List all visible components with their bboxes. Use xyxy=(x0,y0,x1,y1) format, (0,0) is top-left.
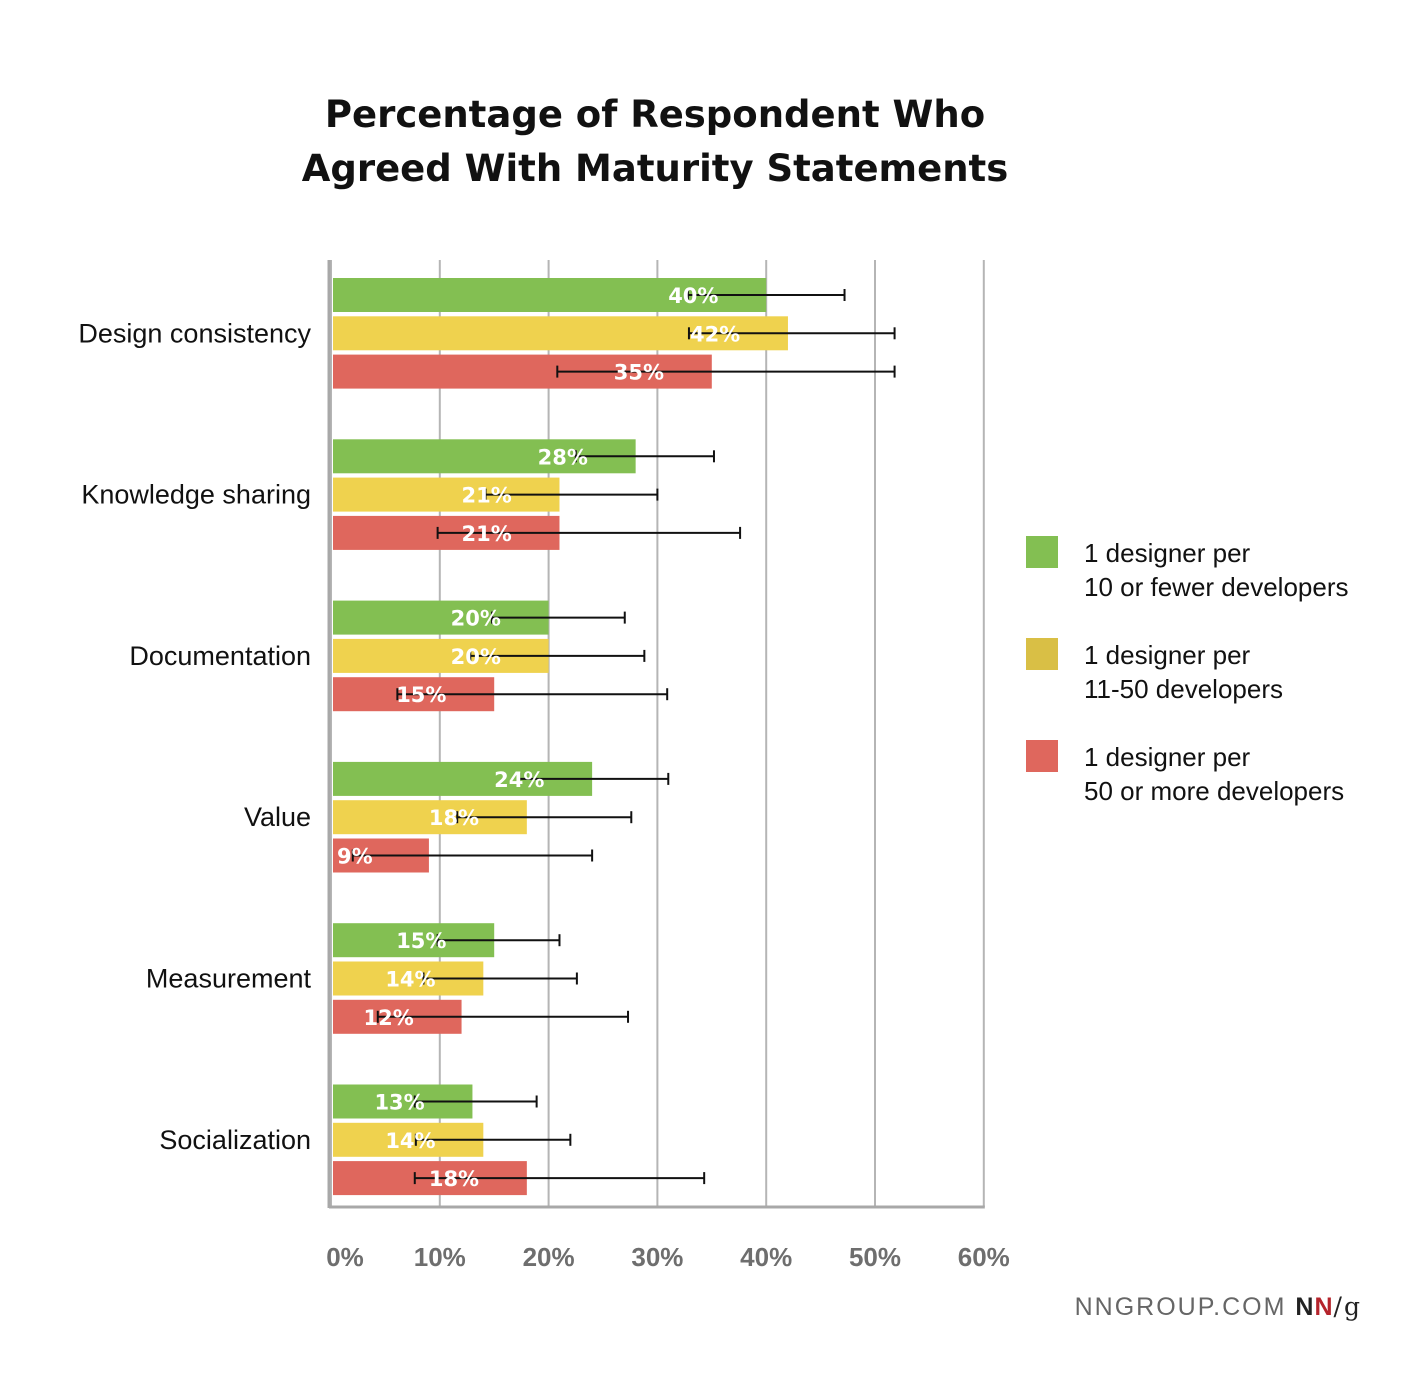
category-label: Documentation xyxy=(129,641,311,671)
data-label: 13% xyxy=(374,1091,424,1115)
x-tick-label: 0% xyxy=(326,1242,364,1272)
category-label: Socialization xyxy=(159,1125,311,1155)
data-label: 14% xyxy=(385,1129,435,1153)
legend-swatch-green xyxy=(1026,536,1058,568)
x-tick-label: 10% xyxy=(414,1242,466,1272)
category-label: Knowledge sharing xyxy=(81,480,311,510)
legend-swatch-red xyxy=(1026,740,1058,772)
data-label: 9% xyxy=(337,845,373,869)
data-label: 42% xyxy=(690,322,740,346)
footer-site-text: NNGROUP.COM xyxy=(1074,1293,1287,1321)
chart-title-line-2: Agreed With Maturity Statements xyxy=(301,147,1009,190)
nng-logo-slash: / xyxy=(1333,1292,1344,1321)
data-label: 35% xyxy=(614,361,664,385)
category-label: Design consistency xyxy=(78,318,311,348)
category-label: Measurement xyxy=(146,964,312,994)
data-label: 18% xyxy=(429,806,479,830)
data-label: 21% xyxy=(461,484,511,508)
data-label: 12% xyxy=(364,1006,414,1030)
data-label: 24% xyxy=(494,768,544,792)
data-label: 20% xyxy=(451,645,501,669)
legend-label-series-2-line-2: 11-50 developers xyxy=(1084,674,1283,704)
x-tick-label: 50% xyxy=(849,1242,901,1272)
data-label: 40% xyxy=(668,284,718,308)
x-tick-label: 60% xyxy=(958,1242,1010,1272)
data-label: 18% xyxy=(429,1167,479,1191)
nng-logo-n2: N xyxy=(1314,1293,1334,1321)
legend-label-series-1-line-2: 10 or fewer developers xyxy=(1084,572,1349,602)
data-label: 15% xyxy=(396,683,446,707)
data-label: 20% xyxy=(451,607,501,631)
x-tick-label: 30% xyxy=(631,1242,683,1272)
data-label: 21% xyxy=(461,522,511,546)
footer-credit: NNGROUP.COM NN/g xyxy=(1075,1292,1362,1322)
legend-swatch-yellow xyxy=(1026,638,1058,670)
data-label: 28% xyxy=(538,445,588,469)
legend-label-series-1-line-1: 1 designer per xyxy=(1084,538,1251,568)
nng-logo-n1: N xyxy=(1295,1293,1315,1321)
data-label: 14% xyxy=(385,968,435,992)
nng-logo-g: g xyxy=(1343,1292,1362,1321)
category-label: Value xyxy=(244,802,311,832)
data-label: 15% xyxy=(396,929,446,953)
legend-label-series-3-line-2: 50 or more developers xyxy=(1084,776,1345,806)
x-tick-label: 40% xyxy=(740,1242,792,1272)
chart-title-line-1: Percentage of Respondent Who xyxy=(324,93,986,136)
legend-label-series-3-line-1: 1 designer per xyxy=(1084,742,1251,772)
legend-label-series-2-line-1: 1 designer per xyxy=(1084,640,1251,670)
chart-title: Percentage of Respondent Who Agreed With… xyxy=(255,88,1055,196)
x-tick-label: 20% xyxy=(523,1242,575,1272)
